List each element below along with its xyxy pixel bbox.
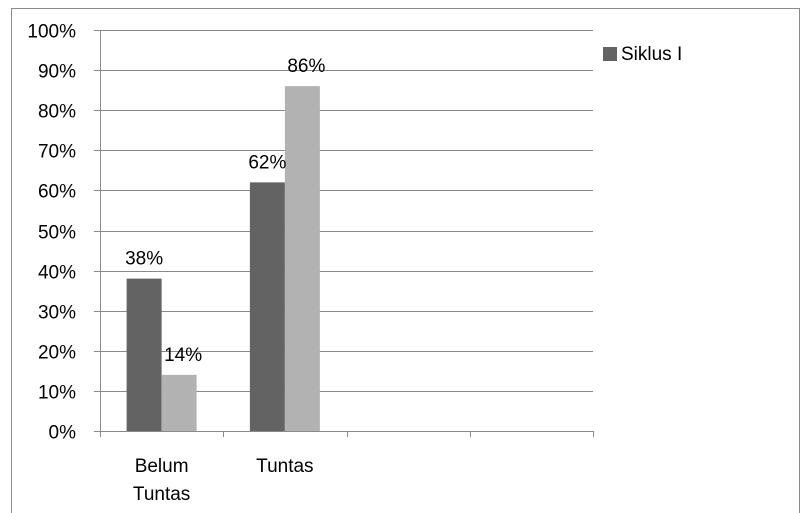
axes: 0% 10% 20% 30% 40% 50% 60% 70% 80% 90% 100% Belum Tu…	[27, 22, 594, 505]
data-label: 62%	[248, 152, 286, 173]
y-axis-tick-label: 0%	[49, 423, 77, 444]
legend-swatch	[603, 47, 617, 61]
legend: Siklus I	[603, 44, 682, 65]
bars	[126, 86, 320, 431]
data-label: 38%	[125, 249, 163, 270]
data-label: 14%	[164, 345, 202, 366]
y-axis-tick-label: 10%	[38, 383, 76, 404]
bar-series-0-cat-0	[126, 278, 162, 431]
y-axis-tick-label: 80%	[38, 102, 76, 123]
y-axis-tick-label: 90%	[38, 62, 76, 83]
gridlines	[100, 30, 593, 392]
y-axis-tick-label: 60%	[38, 182, 76, 203]
x-axis-category-label: Tuntas	[133, 484, 190, 505]
chart-border-layer	[11, 8, 800, 513]
bar-series-1-cat-0	[161, 374, 197, 431]
legend-entry-label: Siklus I	[621, 44, 682, 65]
x-axis-category-label: Tuntas	[256, 456, 313, 477]
bar-series-0-cat-1	[249, 182, 285, 431]
y-axis-tick-label: 40%	[38, 263, 76, 284]
y-axis-tick-label: 100%	[27, 22, 76, 43]
y-axis-tick-label: 70%	[38, 142, 76, 163]
x-axis-category-label: Belum	[135, 456, 189, 477]
chart-area-border	[11, 8, 800, 513]
y-axis-tick-label: 20%	[38, 343, 76, 364]
data-label: 86%	[287, 56, 325, 77]
y-axis-tick-label: 50%	[38, 223, 76, 244]
bar-series-1-cat-1	[284, 86, 320, 431]
y-axis-tick-label: 30%	[38, 303, 76, 324]
data-labels: 38% 62% 14% 86%	[125, 56, 325, 366]
